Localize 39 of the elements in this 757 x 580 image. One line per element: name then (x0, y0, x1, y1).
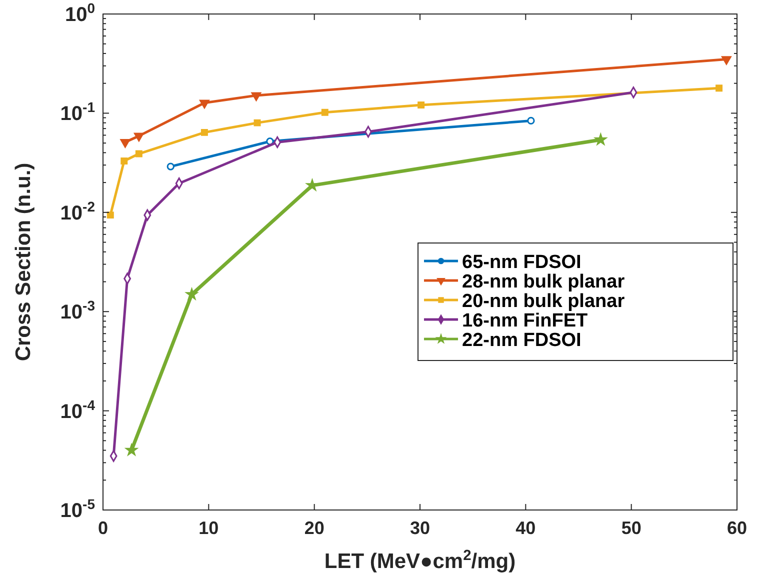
point (418, 102, 425, 108)
point (306, 180, 318, 190)
point (126, 444, 138, 456)
y-tick-label: 10$^{-3}$ (60, 298, 96, 324)
legend-label: 65-nm FDSOI (462, 252, 582, 273)
x-tick-label: 60 (726, 518, 748, 538)
point (186, 288, 198, 300)
point (321, 108, 328, 116)
x-tick-label: 30 (410, 518, 430, 538)
point (254, 119, 261, 126)
point (200, 100, 210, 108)
point (166, 162, 174, 170)
x-tick-label: 40 (516, 518, 536, 538)
x-tick-label: 20 (304, 518, 324, 538)
x-axis-title: LET (MeV●cm$^{2}$/mg) (324, 548, 516, 573)
x-tick-label: 0 (98, 518, 108, 538)
x-tick-label: 50 (621, 518, 642, 538)
point (120, 139, 130, 148)
legend-label: 16-nm FinFET (462, 310, 588, 332)
point (722, 56, 732, 65)
point (200, 128, 208, 136)
legend-label: 28-nm bulk planar (462, 272, 626, 292)
point (120, 157, 128, 164)
legend-label: 20-nm bulk planar (462, 291, 626, 312)
point (595, 134, 606, 145)
point (106, 212, 114, 219)
y-axis-title: Cross Section (n.u.) (12, 162, 35, 362)
point (716, 84, 723, 92)
y-tick-label: 10$^{-2}$ (60, 198, 96, 224)
y-tick-label: 10$^{-4}$ (60, 396, 96, 423)
point (135, 150, 142, 158)
y-tick-label: 10$^{0}$ (64, 0, 96, 26)
point (527, 116, 535, 125)
x-tick-label: 10 (198, 518, 219, 538)
point (134, 132, 144, 142)
legend-label: 22-nm FDSOI (462, 330, 582, 351)
y-tick-label: 10$^{-1}$ (60, 99, 96, 126)
point (251, 92, 262, 101)
y-tick-label: 10$^{-5}$ (60, 496, 96, 522)
